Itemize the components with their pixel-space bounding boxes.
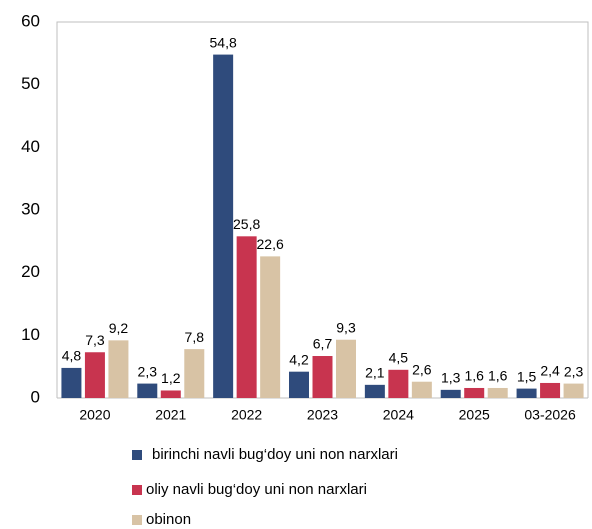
data-label: 2,3 (564, 363, 584, 379)
data-label: 9,2 (109, 320, 129, 336)
x-tick-label: 2024 (383, 407, 414, 423)
x-tick-label: 2021 (155, 407, 186, 423)
bar (236, 236, 257, 398)
x-tick-label: 2025 (459, 407, 490, 423)
data-label: 1,3 (441, 370, 461, 386)
bar (61, 367, 82, 398)
bar (440, 389, 461, 398)
legend-label: birinchi navli bug‘doy uni non narxlari (152, 446, 398, 463)
x-tick-label: 2023 (307, 407, 338, 423)
bar (160, 390, 181, 398)
y-tick-label: 40 (21, 137, 40, 156)
bar (312, 356, 333, 398)
y-tick-label: 30 (21, 199, 40, 218)
y-tick-label: 20 (21, 262, 40, 281)
bar (563, 383, 584, 398)
data-label: 2,6 (412, 361, 432, 377)
data-label: 2,4 (540, 363, 560, 379)
bar (411, 381, 432, 398)
data-label: 4,5 (389, 350, 409, 366)
legend-swatch (132, 485, 142, 495)
legend-swatch (132, 515, 142, 525)
data-label: 7,3 (85, 332, 105, 348)
legend-label: oliy navli bug‘doy uni non narxlari (146, 481, 367, 498)
data-label: 25,8 (233, 216, 260, 232)
bar (108, 340, 129, 398)
data-label: 9,3 (336, 319, 356, 335)
data-label: 7,8 (185, 329, 205, 345)
bar (487, 387, 508, 398)
data-label: 4,2 (289, 351, 309, 367)
y-tick-label: 10 (21, 325, 40, 344)
y-tick-label: 60 (21, 11, 40, 30)
bar (516, 388, 537, 398)
data-label: 1,6 (488, 368, 508, 384)
bar (289, 371, 309, 398)
data-label: 1,5 (517, 368, 537, 384)
bar (388, 369, 409, 398)
bar (464, 387, 485, 398)
data-label: 4,8 (62, 348, 82, 364)
data-label: 22,6 (257, 236, 284, 252)
bar (137, 383, 158, 398)
y-tick-label: 50 (21, 74, 40, 93)
data-label: 54,8 (210, 34, 237, 50)
data-label: 1,6 (464, 368, 484, 384)
data-label: 2,3 (138, 363, 158, 379)
bar (364, 384, 385, 398)
bar (184, 349, 205, 398)
legend-label: obinon (146, 511, 191, 528)
y-tick-label: 0 (31, 387, 40, 406)
data-label: 6,7 (313, 336, 333, 352)
plot-frame (56, 21, 589, 398)
bar (260, 256, 281, 398)
x-tick-label: 2020 (79, 407, 110, 423)
bar (84, 352, 105, 398)
bar (336, 339, 356, 398)
bar (213, 54, 234, 398)
x-tick-label: 03-2026 (524, 407, 576, 423)
data-label: 1,2 (161, 370, 181, 386)
x-tick-label: 2022 (231, 407, 262, 423)
data-label: 2,1 (365, 365, 385, 381)
legend-swatch (132, 450, 142, 460)
bar (540, 382, 561, 398)
